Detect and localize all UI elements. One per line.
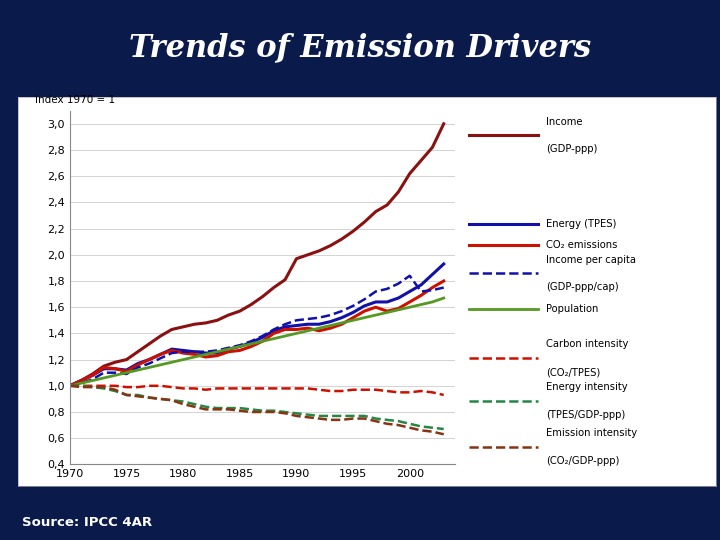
Text: (CO₂/TPES): (CO₂/TPES) (546, 367, 600, 377)
Text: Energy intensity: Energy intensity (546, 382, 628, 392)
Text: (CO₂/GDP-ppp): (CO₂/GDP-ppp) (546, 456, 619, 465)
Text: Income per capita: Income per capita (546, 254, 636, 265)
Text: Emission intensity: Emission intensity (546, 428, 637, 438)
Text: (GDP-ppp): (GDP-ppp) (546, 144, 598, 154)
Text: CO₂ emissions: CO₂ emissions (546, 240, 617, 250)
Text: (GDP-ppp/cap): (GDP-ppp/cap) (546, 282, 618, 292)
Text: Income: Income (546, 117, 582, 126)
Text: Trends of Emission Drivers: Trends of Emission Drivers (129, 32, 591, 63)
Text: Energy (TPES): Energy (TPES) (546, 219, 616, 229)
Text: Population: Population (546, 304, 598, 314)
Text: Carbon intensity: Carbon intensity (546, 340, 629, 349)
Text: Index 1970 = 1: Index 1970 = 1 (35, 96, 115, 105)
Text: (TPES/GDP-ppp): (TPES/GDP-ppp) (546, 409, 625, 420)
Text: Source: IPCC 4AR: Source: IPCC 4AR (22, 516, 152, 529)
